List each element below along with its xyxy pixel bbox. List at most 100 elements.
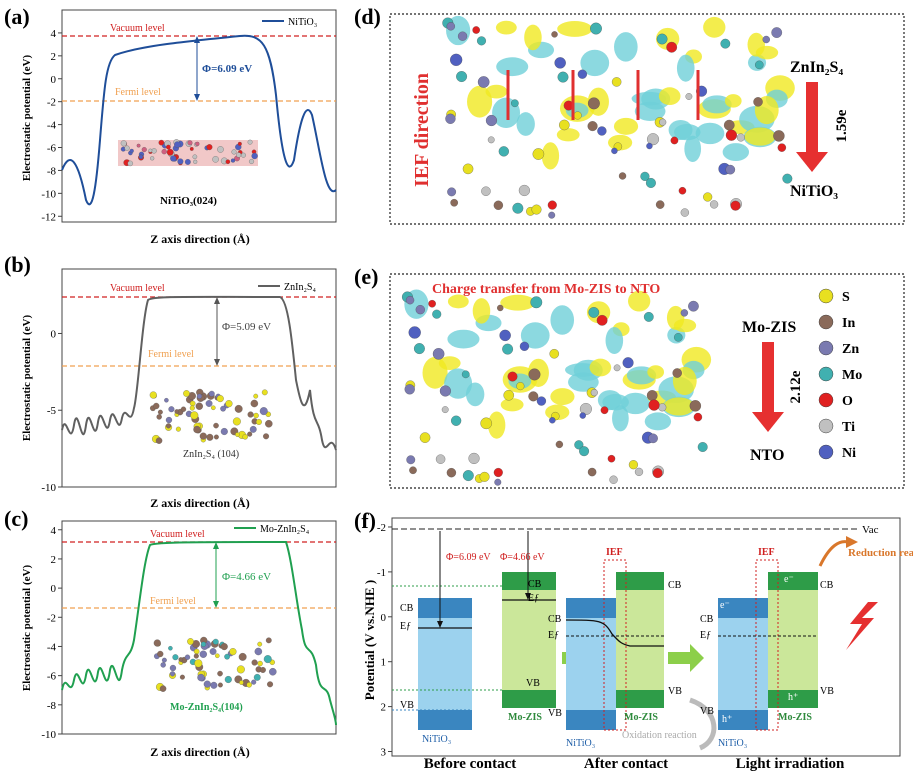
atom bbox=[485, 114, 497, 127]
atom bbox=[607, 454, 616, 463]
panel-b-phi-label: Φ=5.09 eV bbox=[222, 321, 271, 333]
atom bbox=[236, 665, 245, 674]
panel-a-phi-arrowhead-down bbox=[194, 94, 200, 101]
stage1-phi1-label: Φ=6.09 eV bbox=[446, 552, 491, 563]
atom bbox=[666, 41, 678, 53]
atom bbox=[646, 390, 658, 401]
atom bbox=[253, 673, 261, 681]
atom bbox=[166, 148, 174, 156]
panel-c-ytick-label: -8 bbox=[47, 700, 57, 712]
charge-density-blob bbox=[516, 112, 535, 136]
atom bbox=[472, 26, 480, 34]
atom bbox=[193, 159, 198, 164]
atom bbox=[462, 163, 474, 175]
atom bbox=[199, 432, 207, 440]
atom bbox=[600, 406, 609, 415]
atom bbox=[655, 200, 665, 209]
charge-density-blob bbox=[724, 94, 742, 108]
atom bbox=[611, 77, 622, 87]
panel-a: 4 2 0 -2 -4 -6 -8 -10 -12 Vacuum level Fermi lev… bbox=[21, 9, 337, 246]
panel-c-legend-label: Mo-ZnIn₂S₄ bbox=[260, 524, 310, 535]
panel-f-ytick-label: -2 bbox=[377, 522, 386, 534]
atom bbox=[413, 343, 425, 355]
atom bbox=[156, 414, 162, 420]
atom bbox=[404, 384, 415, 395]
atom bbox=[129, 148, 134, 153]
atom bbox=[254, 647, 263, 656]
atom bbox=[251, 659, 258, 666]
charge-density-blob bbox=[541, 142, 560, 170]
stage-arrow-2 bbox=[668, 644, 704, 672]
legend-atom-label: Ni bbox=[842, 446, 856, 461]
atom bbox=[165, 423, 172, 429]
charge-density-blob bbox=[621, 392, 650, 415]
panel-e-tag: (e) bbox=[354, 264, 378, 289]
atom bbox=[211, 405, 216, 411]
stage2-ef-label: Eƒ bbox=[548, 630, 559, 641]
atom bbox=[259, 666, 266, 673]
atom bbox=[224, 653, 230, 660]
panel-d-charge-label: 1.59e bbox=[834, 109, 850, 142]
atom bbox=[432, 348, 445, 360]
atom bbox=[462, 470, 474, 482]
stage1-nto-cb bbox=[418, 598, 472, 618]
atom bbox=[250, 399, 259, 408]
panel-c-phi-label: Φ=4.66 eV bbox=[222, 571, 271, 583]
atom bbox=[753, 97, 763, 107]
atom bbox=[209, 648, 217, 655]
atom bbox=[265, 637, 272, 644]
atom bbox=[450, 198, 458, 207]
atom bbox=[246, 682, 252, 688]
stage3-zis-label: Mo-ZIS bbox=[778, 712, 812, 723]
atom bbox=[573, 111, 582, 120]
stage2-zis-block bbox=[616, 572, 664, 708]
stage3-vb-label: VB bbox=[700, 706, 714, 717]
panel-c-ytick-label: 2 bbox=[51, 554, 57, 566]
panel-d-transfer-arrowhead bbox=[796, 152, 828, 172]
panel-c-ticks: 4 2 0 -2 -4 -6 -8 -10 bbox=[41, 525, 62, 741]
stage1-phi2-label: Φ=4.66 eV bbox=[500, 552, 545, 563]
atom bbox=[172, 654, 179, 661]
stage1-zis-label: Mo-ZIS bbox=[508, 712, 542, 723]
atom bbox=[255, 418, 262, 425]
atom bbox=[762, 35, 770, 44]
atom bbox=[193, 425, 201, 434]
atom bbox=[648, 433, 658, 444]
panel-c-vacuum-label: Vacuum level bbox=[150, 529, 205, 540]
atom bbox=[231, 149, 237, 155]
stage1-zis-vb-label: VB bbox=[526, 678, 540, 689]
charge-density-blob bbox=[605, 326, 624, 355]
atom bbox=[183, 390, 190, 397]
atom bbox=[208, 390, 215, 397]
charge-density-blob bbox=[658, 87, 681, 106]
atom bbox=[127, 160, 133, 167]
stage1-nto-vb bbox=[418, 710, 472, 730]
panel-b-ytick-label: -10 bbox=[41, 482, 56, 494]
panel-f-ytick-label: 3 bbox=[381, 747, 387, 759]
atom bbox=[446, 468, 457, 478]
atom bbox=[697, 442, 708, 452]
atom bbox=[232, 417, 241, 426]
oxidation-label: Oxidation reaction bbox=[622, 730, 697, 741]
atom bbox=[730, 200, 741, 211]
legend-atom-label: Mo bbox=[842, 368, 862, 383]
panel-c-tag: (c) bbox=[4, 506, 28, 531]
panel-b-frame bbox=[61, 268, 337, 488]
atom bbox=[247, 139, 253, 145]
stage2-ief-label: IEF bbox=[606, 547, 623, 558]
atom bbox=[531, 204, 542, 215]
atom bbox=[555, 440, 564, 449]
atom bbox=[736, 133, 745, 142]
panel-e-atom-legend: S In Zn Mo O Ti Ni bbox=[818, 288, 862, 461]
atom bbox=[587, 97, 600, 110]
atom bbox=[476, 36, 486, 46]
atom bbox=[549, 417, 556, 424]
atom bbox=[587, 121, 598, 132]
legend-atom-ni-icon bbox=[818, 444, 834, 460]
atom bbox=[441, 406, 449, 414]
atom bbox=[225, 400, 233, 408]
atom bbox=[265, 420, 273, 428]
stage3-zis-vb bbox=[768, 690, 818, 708]
atom bbox=[217, 682, 223, 688]
atom bbox=[184, 159, 191, 165]
